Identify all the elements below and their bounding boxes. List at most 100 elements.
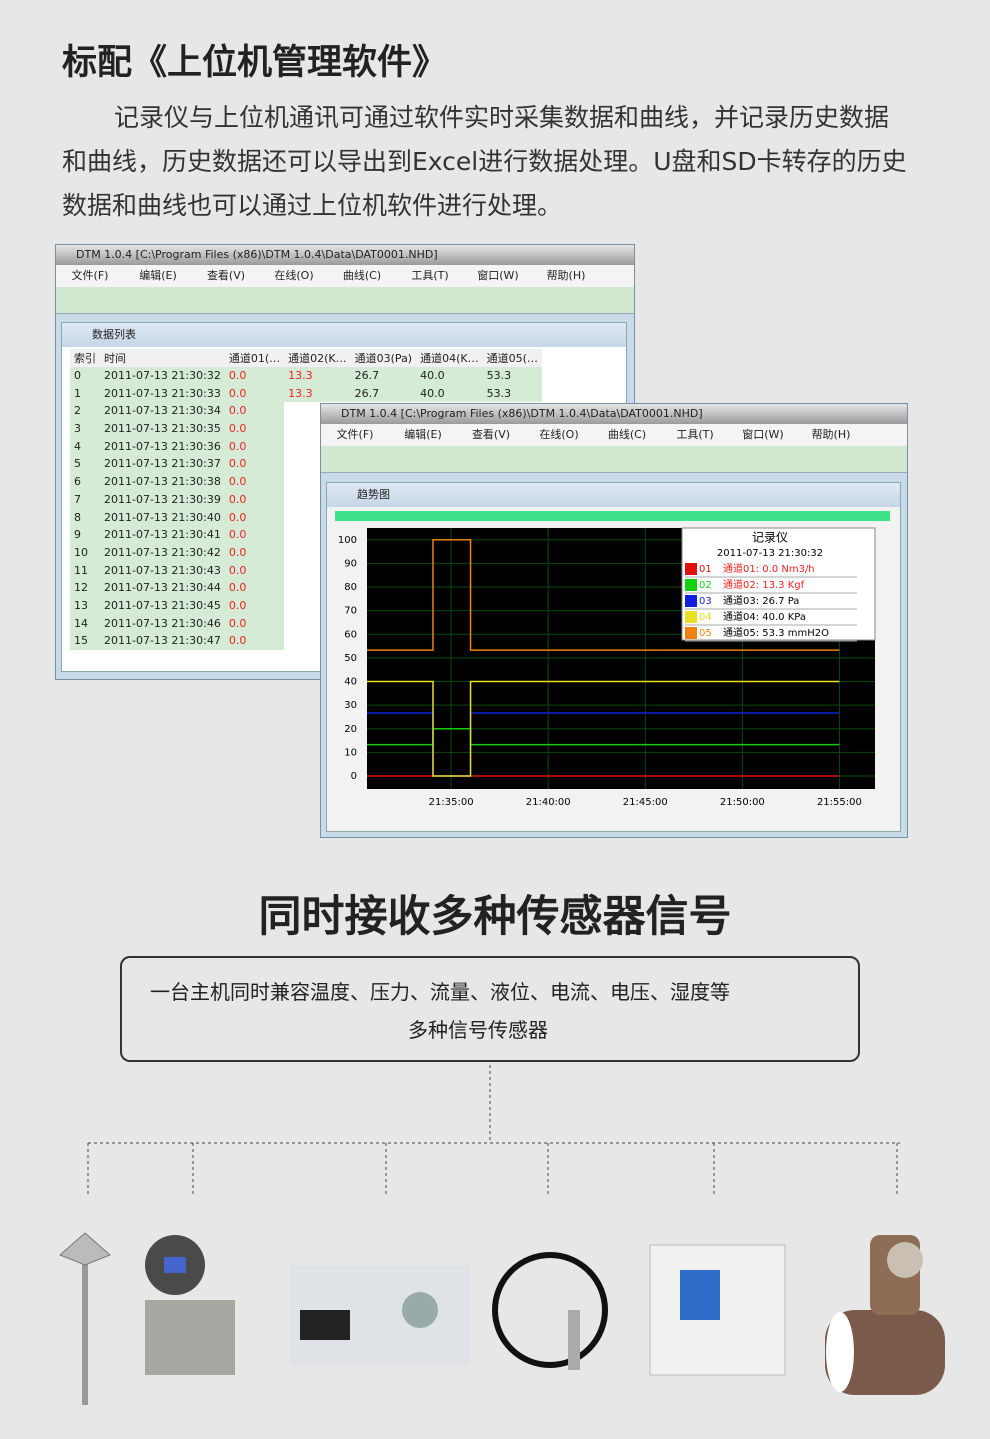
cell: 2011-07-13 21:30:38 bbox=[100, 472, 225, 491]
x-tick-label: 21:55:00 bbox=[817, 797, 862, 808]
cell: 14 bbox=[70, 614, 100, 632]
menu-item: 窗口(W) bbox=[742, 428, 784, 441]
cell: 4 bbox=[70, 437, 100, 456]
sub-title: 趋势图 bbox=[327, 483, 900, 507]
cell: 2011-07-13 21:30:47 bbox=[100, 632, 225, 650]
legend-title: 记录仪 bbox=[752, 531, 788, 545]
row: 2 2011-07-13 21:30:34 0.0 bbox=[70, 402, 542, 420]
sensors bbox=[59, 1065, 945, 1405]
cell: 0.0 bbox=[224, 490, 285, 509]
menu-item: 文件(F) bbox=[71, 269, 109, 282]
row: 10 2011-07-13 21:30:42 0.0 bbox=[70, 543, 542, 562]
cell: 11 bbox=[70, 561, 100, 579]
legend-swatch bbox=[685, 611, 697, 623]
row: 13 2011-07-13 21:30:45 0.0 bbox=[70, 596, 542, 615]
cell: 2011-07-13 21:30:33 bbox=[100, 384, 225, 403]
header-cell: 通道04(K… bbox=[416, 349, 483, 367]
legend-code: 03 bbox=[699, 596, 712, 607]
text-box: 一台主机同时兼容温度、压力、流量、液位、电流、电压、湿度等 多种信号传感器 bbox=[120, 956, 860, 1062]
legend-code: 01 bbox=[699, 564, 712, 575]
cell: 1 bbox=[70, 384, 100, 403]
menu-item: 帮助(H) bbox=[811, 428, 851, 441]
y-tick-label: 60 bbox=[344, 629, 357, 640]
cell: 2011-07-13 21:30:41 bbox=[100, 525, 225, 544]
scroll-bar bbox=[335, 511, 890, 521]
x-tick-label: 21:45:00 bbox=[623, 797, 668, 808]
cell: 15 bbox=[70, 632, 100, 650]
x-tick-label: 21:50:00 bbox=[720, 797, 765, 808]
header-cell: 通道05(… bbox=[482, 349, 542, 367]
cell: 13 bbox=[70, 596, 100, 615]
cell: 0.0 bbox=[224, 455, 285, 473]
pressure-transmitter bbox=[145, 1235, 235, 1375]
row: 3 2011-07-13 21:30:35 0.0 bbox=[70, 419, 542, 438]
row: 9 2011-07-13 21:30:41 0.0 bbox=[70, 525, 542, 544]
row: 12 2011-07-13 21:30:44 0.0 bbox=[70, 578, 542, 597]
header-cell: 通道03(Pa) bbox=[350, 349, 417, 367]
toolbar bbox=[321, 446, 907, 473]
toolbar bbox=[56, 287, 634, 314]
row: 4 2011-07-13 21:30:36 0.0 bbox=[70, 437, 542, 456]
title: 标配《上位机管理软件》 bbox=[62, 43, 448, 83]
legend-entry: 通道05: 53.3 mmH2O bbox=[723, 626, 829, 639]
menu-item: 在线(O) bbox=[539, 428, 579, 441]
current-sensor bbox=[290, 1265, 470, 1365]
cell: 53.3 bbox=[482, 366, 542, 385]
cell: 2011-07-13 21:30:44 bbox=[100, 578, 225, 597]
humidity-meter bbox=[649, 1244, 786, 1376]
cell: 0.0 bbox=[224, 614, 285, 632]
box-line: 一台主机同时兼容温度、压力、流量、液位、电流、电压、湿度等 bbox=[150, 980, 730, 1004]
cell: 40.0 bbox=[416, 384, 483, 403]
sub-title: 数据列表 bbox=[62, 323, 626, 347]
y-tick-label: 30 bbox=[344, 700, 357, 711]
y-tick-label: 40 bbox=[344, 677, 357, 688]
cell: 0.0 bbox=[224, 384, 285, 403]
cell: 0.0 bbox=[224, 596, 285, 615]
cell: 2011-07-13 21:30:43 bbox=[100, 561, 225, 579]
row: 6 2011-07-13 21:30:38 0.0 bbox=[70, 472, 542, 491]
cell: 0.0 bbox=[224, 402, 285, 420]
menu-item: 工具(T) bbox=[411, 269, 449, 282]
menu-item: 查看(V) bbox=[471, 428, 511, 441]
y-tick-label: 20 bbox=[344, 724, 357, 735]
menu: 文件(F) 编辑(E) 查看(V) 在线(O) 曲线(C) 工具(T) 窗口(W) 帮助(H) bbox=[56, 265, 634, 287]
cell: 6 bbox=[70, 472, 100, 491]
cell: 12 bbox=[70, 578, 100, 597]
row: 8 2011-07-13 21:30:40 0.0 bbox=[70, 508, 542, 526]
row: 11 2011-07-13 21:30:43 0.0 bbox=[70, 561, 542, 579]
data-table: 索引 时间 通道01(… 通道02(K… 通道03(Pa) 通道04(K… 通道05(… 0 2… bbox=[70, 349, 542, 650]
cell: 0.0 bbox=[224, 578, 285, 597]
flow-meter bbox=[825, 1235, 945, 1395]
header-cell: 通道02(K… bbox=[284, 349, 351, 367]
cell: 2011-07-13 21:30:46 bbox=[100, 614, 225, 632]
row: 5 2011-07-13 21:30:37 0.0 bbox=[70, 455, 542, 473]
row: 14 2011-07-13 21:30:46 0.0 bbox=[70, 614, 542, 632]
menu-item: 编辑(E) bbox=[139, 269, 177, 282]
cell: 0.0 bbox=[224, 632, 285, 650]
header-cell: 通道01(… bbox=[224, 349, 285, 367]
box-line: 多种信号传感器 bbox=[408, 1018, 548, 1042]
cell: 0.0 bbox=[224, 525, 285, 544]
legend-entry: 通道03: 26.7 Pa bbox=[723, 594, 799, 607]
y-tick-label: 70 bbox=[344, 606, 357, 617]
cell: 2011-07-13 21:30:37 bbox=[100, 455, 225, 473]
legend-swatch bbox=[685, 579, 697, 591]
legend-entry: 通道01: 0.0 Nm3/h bbox=[723, 562, 815, 575]
menu-item: 窗口(W) bbox=[477, 269, 519, 282]
cell: 2 bbox=[70, 402, 100, 420]
menu-item: 查看(V) bbox=[206, 269, 246, 282]
row: 7 2011-07-13 21:30:39 0.0 bbox=[70, 490, 542, 509]
y-tick-label: 100 bbox=[338, 535, 357, 546]
intro: 记录仪与上位机通讯可通过软件实时采集数据和曲线，并记录历史数据和曲线，历史数据还… bbox=[62, 103, 907, 220]
cell: 0.0 bbox=[224, 472, 285, 491]
title-bar: DTM 1.0.4 [C:\Program Files (x86)\DTM 1.… bbox=[321, 404, 907, 424]
menu-item: 文件(F) bbox=[336, 428, 374, 441]
cell: 10 bbox=[70, 543, 100, 562]
legend-swatch bbox=[685, 563, 697, 575]
header-cell: 索引 bbox=[70, 349, 100, 367]
cell: 8 bbox=[70, 508, 100, 526]
cell: 53.3 bbox=[482, 384, 542, 403]
cell: 2011-07-13 21:30:36 bbox=[100, 437, 225, 456]
y-tick-label: 10 bbox=[344, 747, 357, 758]
